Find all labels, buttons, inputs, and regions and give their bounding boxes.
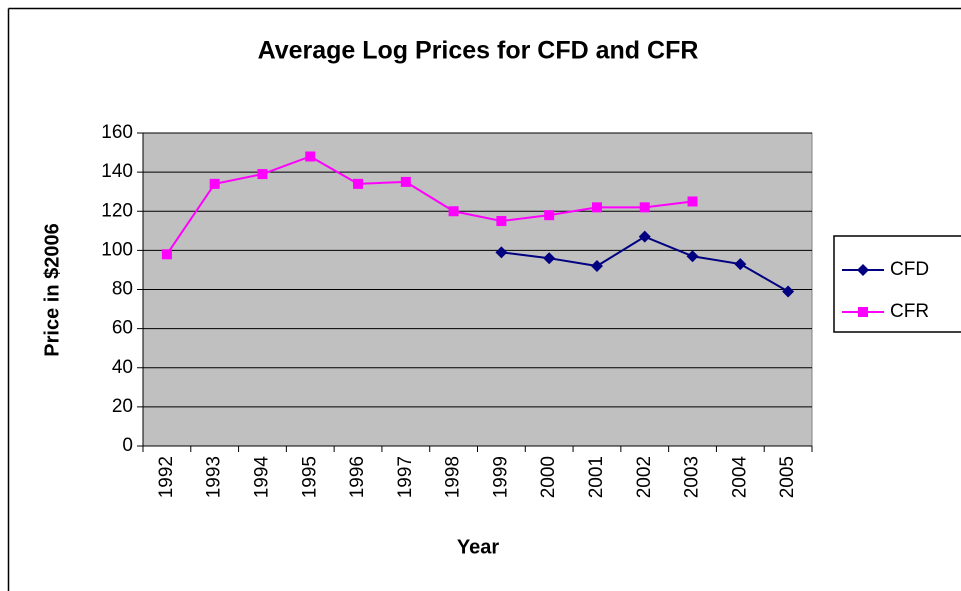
y-tick-label: 0 — [122, 435, 133, 456]
x-tick-label: 1998 — [443, 456, 464, 498]
x-tick-label: 1996 — [347, 456, 368, 498]
marker — [161, 249, 172, 260]
marker — [353, 178, 364, 189]
chart-title: Average Log Prices for CFD and CFR — [258, 37, 699, 65]
legend-label: CFR — [890, 301, 929, 322]
x-tick-label: 1992 — [156, 456, 177, 498]
marker — [687, 196, 698, 207]
marker — [734, 258, 747, 271]
x-tick-label: 1997 — [395, 456, 416, 498]
x-tick-label: 1993 — [204, 456, 225, 498]
marker — [686, 250, 699, 263]
marker — [209, 178, 220, 189]
marker — [782, 285, 795, 298]
marker — [305, 151, 316, 162]
marker — [448, 206, 459, 217]
marker — [496, 216, 507, 227]
marker — [638, 230, 651, 243]
marker — [591, 202, 602, 213]
marker — [400, 176, 411, 187]
marker — [639, 202, 650, 213]
marker — [858, 307, 868, 317]
y-tick-label: 140 — [101, 161, 133, 182]
legend — [833, 235, 961, 333]
y-tick-label: 100 — [101, 239, 133, 260]
x-axis-title: Year — [457, 536, 499, 558]
y-axis-title: Price in $2006 — [41, 223, 63, 356]
x-tick-label: 1995 — [299, 456, 320, 498]
marker — [257, 169, 268, 180]
marker — [857, 264, 869, 276]
x-tick-label: 2005 — [777, 456, 798, 498]
y-tick-label: 40 — [112, 357, 133, 378]
y-tick-label: 160 — [101, 122, 133, 143]
x-tick-label: 2003 — [682, 456, 703, 498]
y-tick-label: 120 — [101, 200, 133, 221]
marker — [590, 260, 603, 273]
y-tick-label: 60 — [112, 318, 133, 339]
x-tick-label: 1999 — [490, 456, 511, 498]
x-tick-label: 2004 — [729, 456, 750, 499]
x-tick-label: 2000 — [538, 456, 559, 498]
y-tick-label: 20 — [112, 396, 133, 417]
x-tick-label: 2001 — [586, 456, 607, 498]
series-line — [166, 155, 693, 255]
x-tick-label: 2002 — [634, 456, 655, 498]
y-tick-label: 80 — [112, 279, 133, 300]
x-tick-label: 1994 — [251, 456, 272, 499]
legend-label: CFD — [890, 259, 929, 280]
marker — [495, 246, 508, 259]
marker — [543, 252, 556, 265]
marker — [544, 210, 555, 221]
